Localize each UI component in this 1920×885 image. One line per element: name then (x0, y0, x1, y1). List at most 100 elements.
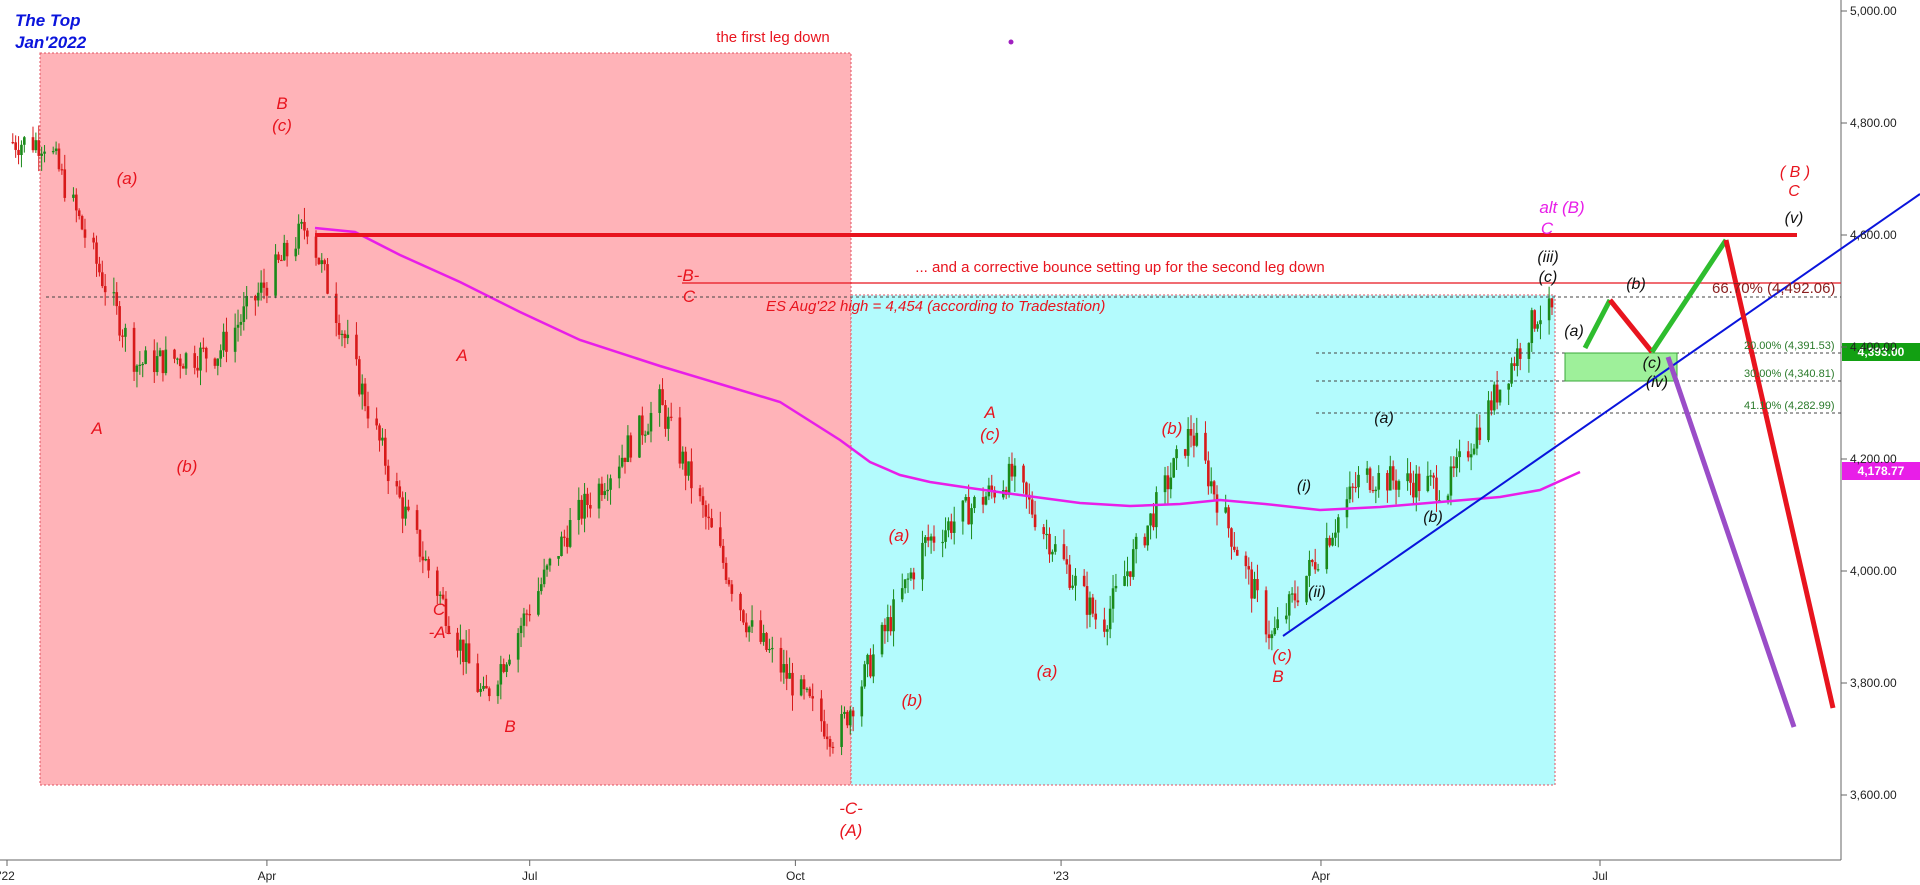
candle-body (560, 536, 563, 557)
candle-body (485, 685, 488, 689)
fib-20-label: 20.00% (4,391.53) (1744, 340, 1835, 352)
candle-body (277, 254, 280, 260)
candle-body (1305, 575, 1308, 603)
candle-body (889, 617, 892, 632)
wave-label-dash-a: -A- (429, 623, 452, 642)
candle-body (418, 529, 422, 557)
candle-body (124, 327, 127, 337)
candle-body (115, 292, 119, 307)
candle-body (1033, 514, 1037, 528)
candle-body (730, 584, 734, 594)
candle-body (1224, 507, 1227, 513)
candle-body (121, 335, 124, 337)
candle-body (202, 347, 205, 349)
candle-body (1547, 298, 1551, 321)
x-tick-label: Jul (522, 869, 537, 883)
candle-body (1365, 468, 1369, 475)
candle-body (1296, 600, 1300, 603)
candle-body (1074, 575, 1077, 586)
candle-body (1123, 576, 1126, 586)
wave-label-small-c-2: (c) (1643, 355, 1662, 372)
candle-body (563, 536, 566, 538)
candle-body (1045, 533, 1048, 536)
candle-body (239, 321, 243, 325)
wave-label-b-1: B (276, 94, 287, 113)
candle-body (1336, 517, 1340, 533)
candle-body (1492, 384, 1496, 411)
candle-body (724, 562, 728, 581)
candle-body (649, 412, 653, 432)
candle-body (863, 664, 866, 687)
candle-body (1334, 532, 1337, 538)
candle-body (580, 499, 583, 519)
candle-body (1071, 585, 1074, 588)
candle-body (1183, 449, 1187, 456)
candle-body (1328, 537, 1331, 546)
moving-average-line (314, 226, 1581, 512)
candle-body (320, 260, 324, 265)
candle-body (178, 358, 182, 367)
candle-body (557, 556, 560, 559)
candle-body (57, 148, 61, 170)
candle-body (395, 481, 399, 487)
candle-body (265, 287, 269, 296)
candle-body (135, 365, 139, 372)
candle-body (1215, 494, 1219, 513)
candle-body (441, 594, 445, 599)
candle-body (1388, 466, 1392, 491)
candle-body (77, 210, 81, 217)
candle-body (990, 485, 994, 491)
candle-body (900, 588, 904, 600)
candle-body (961, 500, 965, 522)
candle-body (548, 558, 552, 566)
candle-body (1195, 432, 1199, 446)
candle-body (603, 491, 607, 496)
candle-body (355, 334, 358, 360)
candle-body (1287, 594, 1291, 616)
candle-body (34, 140, 38, 151)
candle-body (1273, 628, 1277, 635)
candle-body (886, 617, 890, 632)
wave-label-iv: (iv) (1646, 374, 1668, 391)
wave-label-v: (v) (1785, 210, 1804, 227)
wave-label-sub-c-1: (c) (272, 116, 292, 135)
candle-body (496, 684, 500, 697)
candle-body (1507, 383, 1510, 390)
candle-body (1209, 481, 1213, 487)
candle-body (869, 654, 872, 677)
candle-body (1189, 429, 1193, 436)
wave-label-small-c-1: (c) (1539, 269, 1558, 286)
candle-body (75, 194, 78, 211)
projection-red-1 (1608, 298, 1654, 354)
candle-body (193, 353, 197, 368)
candle-body (799, 679, 803, 696)
wave-label-small-a-1: (a) (1374, 410, 1394, 427)
wave-label-i: (i) (1297, 478, 1311, 495)
wave-label-b-2: B (504, 717, 515, 736)
candle-body (860, 686, 864, 717)
candle-body (173, 349, 176, 359)
candle-body (1088, 597, 1092, 615)
candle-body (1397, 481, 1401, 490)
candle-body (687, 461, 690, 476)
candle-body (941, 541, 944, 544)
candle-body (1455, 457, 1459, 469)
candle-body (384, 437, 387, 466)
candle-body (820, 698, 823, 722)
candle-body (1409, 473, 1412, 483)
candle-body (1247, 566, 1251, 570)
wave-label-sub-a-2: (a) (889, 526, 910, 545)
wave-label-major-a: (A) (840, 821, 863, 840)
candle-body (1285, 615, 1288, 620)
candle-body (765, 633, 768, 650)
x-tick-label: '23 (1053, 869, 1069, 883)
candle-body (1374, 489, 1378, 492)
candle-body (11, 142, 15, 144)
candle-body (1042, 527, 1046, 535)
candle-body (583, 493, 586, 519)
wave-label-sub-b-2: (b) (902, 691, 923, 710)
candle-body (1227, 507, 1230, 529)
candle-body (204, 347, 208, 359)
candle-body (892, 599, 895, 632)
